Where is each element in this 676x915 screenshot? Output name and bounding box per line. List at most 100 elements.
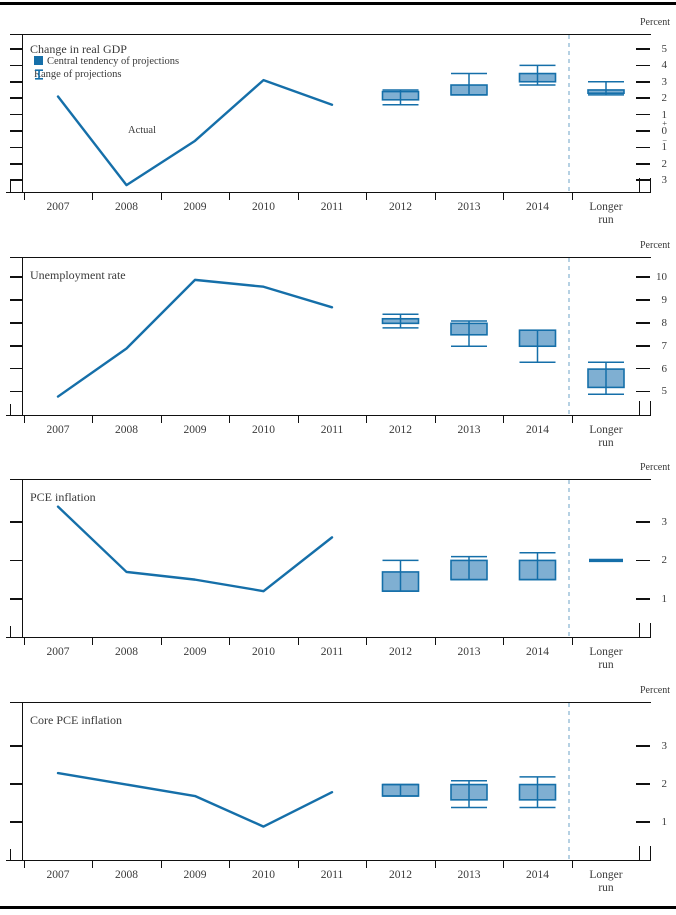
y-tick-label: 6 xyxy=(661,362,668,375)
legend-range-label: Range of projections xyxy=(34,69,122,80)
x-label-year: 2007 xyxy=(46,201,70,213)
x-label-year: 2011 xyxy=(320,868,344,881)
x-tick xyxy=(297,415,299,423)
y-tick-right xyxy=(636,821,650,824)
y-tick-left xyxy=(10,322,22,324)
panel-change-in-real-gdp: 5 4 3 2 1 +0−1 2 3 Percent Change in real GDP 2007… xyxy=(0,17,676,226)
x-axis-line xyxy=(6,414,651,416)
y-tick-label: 2 xyxy=(661,554,668,567)
axis-right-stub xyxy=(639,178,641,193)
y-tick-label: 2 xyxy=(661,778,668,791)
actual-line xyxy=(56,278,334,398)
y-tick-left xyxy=(10,276,22,278)
y-tick-right xyxy=(636,276,650,278)
axis-right-stub xyxy=(639,845,641,861)
panel-top-border xyxy=(10,256,651,258)
y-tick-label: 9 xyxy=(661,293,668,306)
x-tick xyxy=(434,415,436,423)
y-tick-right xyxy=(636,113,650,116)
panel-left-border xyxy=(22,701,24,861)
x-label-run: run xyxy=(598,214,614,226)
range-whisker-icon xyxy=(35,69,43,80)
y-tick-label: 5 xyxy=(661,42,668,55)
y-tick-right xyxy=(636,390,650,393)
y-tick-label: 2 xyxy=(661,92,668,105)
unit-label: Percent xyxy=(640,239,670,251)
x-tick xyxy=(229,638,231,645)
x-label-longer: Longer xyxy=(589,868,623,881)
axis-right-corner xyxy=(650,845,652,861)
x-label-run: run xyxy=(598,436,614,449)
x-tick xyxy=(229,193,231,200)
panel-title: Core PCE inflation xyxy=(30,712,122,727)
x-label-year: 2010 xyxy=(252,868,275,881)
x-label-year: 2010 xyxy=(252,646,275,658)
y-tick-right xyxy=(636,367,650,370)
y-tick-label: − xyxy=(662,135,667,145)
x-tick xyxy=(297,860,299,868)
y-tick-left xyxy=(10,113,22,116)
x-tick xyxy=(366,638,368,645)
x-tick xyxy=(503,415,505,423)
y-tick-left xyxy=(10,130,22,132)
x-tick xyxy=(160,860,162,868)
x-label-longer: Longer xyxy=(589,201,623,213)
y-tick-right xyxy=(636,559,650,562)
x-label-year: 2011 xyxy=(320,423,344,436)
panel-top-border xyxy=(10,34,651,36)
y-tick-right xyxy=(636,64,650,67)
y-tick-label: 1 xyxy=(661,141,668,154)
x-label-longer-run: Longer run xyxy=(574,869,638,895)
x-label-year: 2009 xyxy=(183,201,207,213)
plot-layer xyxy=(56,35,625,192)
y-tick-left xyxy=(10,48,22,50)
x-tick xyxy=(92,860,94,868)
y-tick-label: + xyxy=(662,117,667,128)
axis-right-stub xyxy=(639,623,641,638)
y-tick-label: 3 xyxy=(661,516,668,528)
y-tick-right xyxy=(636,783,650,785)
y-tick-left xyxy=(10,344,22,347)
y-tick-label: 3 xyxy=(661,75,668,88)
x-tick xyxy=(434,193,436,200)
x-tick xyxy=(503,638,505,645)
y-tick-left xyxy=(10,367,22,370)
bottom-rule xyxy=(0,906,676,909)
axis-left-stub xyxy=(10,626,12,638)
x-tick xyxy=(366,193,368,200)
x-label-run: run xyxy=(598,881,614,894)
y-tick-left xyxy=(10,162,22,165)
panel-unemployment-rate: 10 9 8 7 6 5 Percent Unemployment rate 2007 2008 2… xyxy=(0,240,676,449)
y-tick-right xyxy=(636,322,650,324)
x-label-year: 2007 xyxy=(46,646,70,658)
x-tick xyxy=(434,860,436,868)
x-tick xyxy=(503,860,505,868)
x-label-longer: Longer xyxy=(589,646,623,658)
panel-pce-inflation: 3 2 1 Percent PCE inflation 2007 2008 2009 2010 2… xyxy=(0,462,676,671)
central-tendency-swatch-icon xyxy=(34,56,43,65)
panel-title: Unemployment rate xyxy=(30,267,126,282)
y-tick-left xyxy=(10,179,22,181)
actual-line-label: Actual xyxy=(128,125,156,136)
plot-layer xyxy=(56,480,623,637)
y-tick-right xyxy=(636,130,650,132)
y-tick-left xyxy=(10,783,22,785)
x-tick xyxy=(229,860,231,868)
x-tick xyxy=(24,638,26,645)
y-tick-label: 3 xyxy=(661,174,668,187)
panel-core-pce-inflation: 3 2 1 Percent Core PCE inflation 2007 2008 2009… xyxy=(0,685,676,894)
x-label-year: 2014 xyxy=(526,646,549,658)
x-tick xyxy=(297,638,299,645)
x-tick xyxy=(366,415,368,423)
panel-title: PCE inflation xyxy=(30,490,96,504)
y-tick-left xyxy=(10,390,22,393)
x-tick xyxy=(366,860,368,868)
unit-label: Percent xyxy=(640,462,670,473)
panel-top-border xyxy=(10,701,651,703)
x-tick xyxy=(160,415,162,423)
axis-right-corner xyxy=(650,178,652,193)
y-tick-left xyxy=(10,80,22,83)
legend-range: Range of projections xyxy=(34,69,121,80)
x-tick xyxy=(434,638,436,645)
